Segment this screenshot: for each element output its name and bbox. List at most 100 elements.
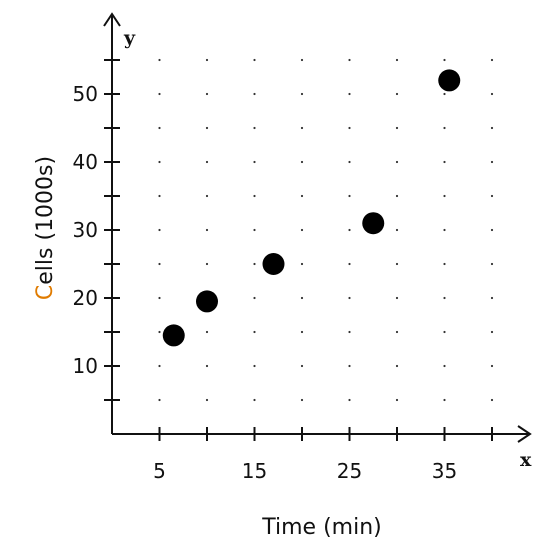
grid-dot [490, 126, 494, 130]
x-tick-label: 5 [153, 459, 166, 483]
y-axis-label: Cells (1000s) [33, 156, 58, 300]
x-axis-arrow [517, 425, 532, 443]
grid-dot [443, 364, 446, 368]
grid-dot [253, 160, 256, 164]
grid-dot [348, 160, 351, 164]
grid-dot [205, 126, 209, 130]
grid-dot [158, 262, 161, 266]
grid-dot [395, 398, 399, 402]
grid-dot [443, 296, 446, 300]
grid-dot [300, 126, 304, 130]
grid-dot [348, 330, 351, 334]
grid-dot [395, 262, 399, 266]
x-tick-label: 25 [337, 459, 362, 483]
grid-dot [158, 398, 161, 402]
grid-dot [158, 296, 161, 300]
grid-dot [490, 262, 494, 266]
grid-dot [300, 330, 304, 334]
grid-dot [490, 296, 494, 300]
grid-dot [395, 330, 399, 334]
grid-dot [158, 58, 161, 62]
grid-dot [300, 364, 304, 368]
grid-dot [490, 92, 494, 96]
grid-dot [158, 126, 161, 130]
grid-dot [205, 92, 209, 96]
y-tick-labels: 10 20 30 40 50 [73, 82, 98, 378]
grid-dot [490, 160, 494, 164]
grid-dot [205, 194, 209, 198]
grid-dot [348, 398, 351, 402]
grid-dot [253, 364, 256, 368]
grid-dot [443, 330, 446, 334]
grid-dot [205, 262, 209, 266]
grid-dot [490, 228, 494, 232]
grid-dot [205, 330, 209, 334]
grid-dot [158, 364, 161, 368]
grid-dot [253, 398, 256, 402]
grid-dot [395, 126, 399, 130]
grid-dot [348, 92, 351, 96]
grid-dot [490, 398, 494, 402]
grid-dot [253, 194, 256, 198]
grid-dot [348, 364, 351, 368]
grid-dot [395, 58, 399, 62]
grid-dot [158, 160, 161, 164]
grid-dot [158, 330, 161, 334]
grid-dot [205, 58, 209, 62]
grid-dot [300, 398, 304, 402]
grid-dot [205, 398, 209, 402]
grid-dot [348, 58, 351, 62]
grid-dot [443, 398, 446, 402]
grid-dot [348, 228, 351, 232]
data-point [196, 290, 218, 313]
grid-dot [395, 364, 399, 368]
y-axis-arrow [103, 12, 121, 27]
y-axis-letter: y [123, 27, 136, 49]
y-axis-label-first-char: C [33, 285, 58, 300]
grid-dot [348, 296, 351, 300]
data-point [438, 69, 461, 92]
grid-dot [443, 92, 446, 96]
grid-dot [253, 228, 256, 232]
data-point [262, 253, 285, 275]
y-tick-label: 10 [73, 354, 98, 378]
x-tick-labels: 5 15 25 35 [153, 459, 457, 483]
grid-dot [253, 262, 256, 266]
grid-dot [395, 194, 399, 198]
grid-dot [158, 92, 161, 96]
y-tick-label: 20 [73, 286, 98, 310]
grid-dot [395, 92, 399, 96]
x-tick-label: 15 [242, 459, 267, 483]
x-axis-label: Time (min) [261, 515, 382, 540]
grid-dot [300, 262, 304, 266]
grid-dot [253, 126, 256, 130]
grid-dot [443, 194, 446, 198]
grid-dot [490, 58, 494, 62]
y-tick-label: 50 [73, 82, 98, 106]
grid-dot [300, 58, 304, 62]
y-tick-label: 30 [73, 218, 98, 242]
grid-dot [395, 296, 399, 300]
grid-dot [300, 194, 304, 198]
data-point [162, 324, 185, 347]
grid-dot [395, 228, 399, 232]
grid-dot [348, 262, 351, 266]
grid-dot [395, 160, 399, 164]
grid-dot [443, 126, 446, 130]
grid-dot [300, 228, 304, 232]
grid-dot [348, 126, 351, 130]
y-axis-label-rest: ells (1000s) [33, 156, 58, 285]
grid-dot [443, 58, 446, 62]
data-point [362, 212, 385, 235]
grid-dot [300, 160, 304, 164]
grid-dot [300, 296, 304, 300]
grid-dots [158, 58, 494, 402]
grid-dot [443, 228, 446, 232]
y-tick-label: 40 [73, 150, 98, 174]
grid-dot [253, 330, 256, 334]
grid-dot [253, 92, 256, 96]
grid-dot [205, 364, 209, 368]
grid-dot [205, 160, 209, 164]
grid-dot [443, 262, 446, 266]
